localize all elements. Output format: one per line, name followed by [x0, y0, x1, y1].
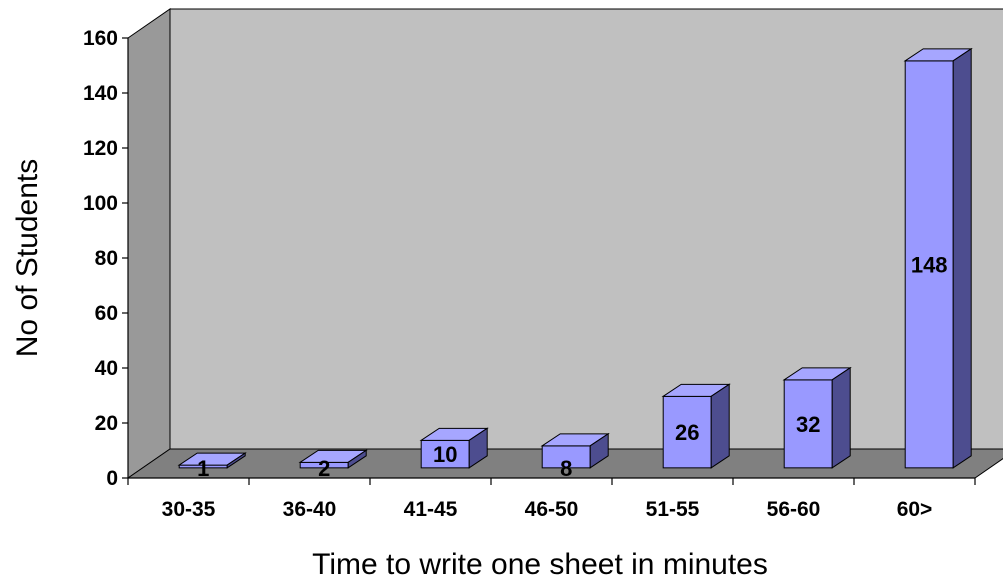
y-tick-label: 140	[83, 82, 118, 105]
data-label: 148	[911, 252, 948, 277]
back-wall	[169, 8, 1003, 450]
x-tick-label: 30-35	[162, 498, 216, 521]
bar	[782, 366, 852, 469]
data-label: 26	[675, 420, 699, 445]
bar-side	[952, 47, 972, 469]
bar	[903, 47, 973, 469]
y-tick-label: 0	[106, 467, 118, 490]
bar-side	[589, 432, 609, 469]
bar	[177, 452, 247, 469]
y-tick-label: 60	[95, 302, 118, 325]
x-tick-label: 56-60	[767, 498, 821, 521]
left-wall	[127, 8, 171, 479]
bar	[540, 432, 610, 469]
y-tick-label: 40	[95, 357, 118, 380]
bar-side	[468, 427, 488, 469]
x-tick-label: 60>	[897, 498, 933, 521]
data-label: 1	[197, 456, 209, 481]
bar	[298, 449, 368, 469]
x-tick-label: 51-55	[646, 498, 700, 521]
bar-side	[710, 383, 730, 469]
y-tick-label: 80	[95, 247, 118, 270]
x-axis-title: Time to write one sheet in minutes	[312, 548, 768, 581]
bar-side	[226, 452, 246, 469]
y-tick-label: 20	[95, 412, 118, 435]
y-axis-title: No of Students	[11, 159, 44, 357]
bar	[661, 383, 731, 469]
data-label: 2	[318, 456, 330, 481]
data-labels: 1 30-35 2 36-40 10 41-45 8 46-50 26 51-55 32 56-60 1…	[162, 252, 948, 521]
x-tick-label: 46-50	[525, 498, 579, 521]
bar-front	[783, 379, 833, 469]
bar-side	[347, 449, 367, 469]
bars	[177, 47, 973, 469]
bar-front	[420, 439, 470, 469]
y-tick-label: 120	[83, 137, 118, 160]
bar	[419, 427, 489, 469]
bar-side	[831, 366, 851, 469]
data-label: 32	[796, 412, 820, 437]
chart-walls	[126, 8, 1003, 479]
bar-front	[904, 60, 954, 469]
data-label: 8	[560, 456, 572, 481]
x-tick-label: 41-45	[404, 498, 458, 521]
bar-front	[662, 395, 712, 469]
y-tick-label: 160	[83, 27, 118, 50]
y-axis: 0 20 40 60 80 100 120 140 160	[83, 27, 976, 490]
y-tick-label: 100	[83, 192, 118, 215]
x-tick-label: 36-40	[283, 498, 337, 521]
data-label: 10	[433, 442, 457, 467]
